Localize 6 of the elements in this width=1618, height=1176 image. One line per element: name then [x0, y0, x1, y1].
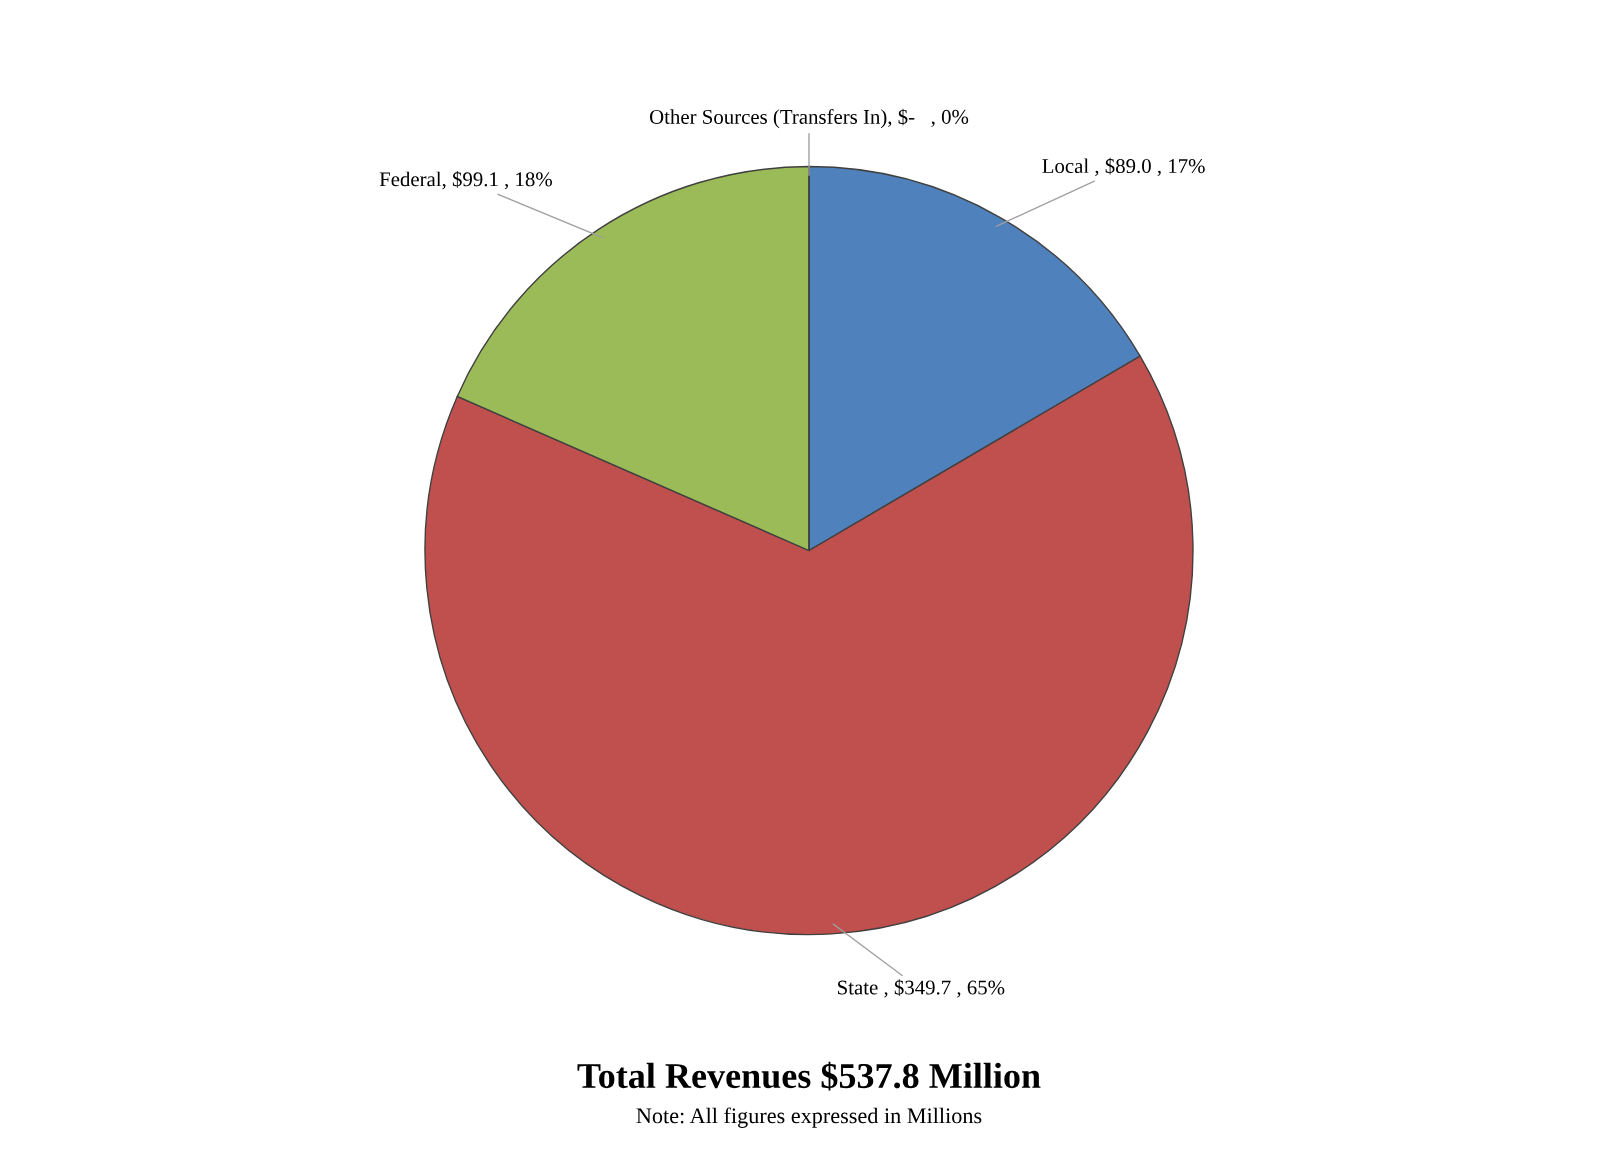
slice-label: Federal, $99.1 , 18% [379, 171, 552, 190]
slice-label: Local , $89.0 , 17% [1042, 157, 1205, 177]
category-label: Other Sources (Transfers In), $- , 0% [649, 108, 969, 129]
text: Total Revenues $537.8 Million [577, 1061, 1041, 1091]
slice-label: State , $349.7 , 65% [838, 979, 1005, 998]
text: Note: All figures expressed in Millions [636, 1107, 982, 1128]
